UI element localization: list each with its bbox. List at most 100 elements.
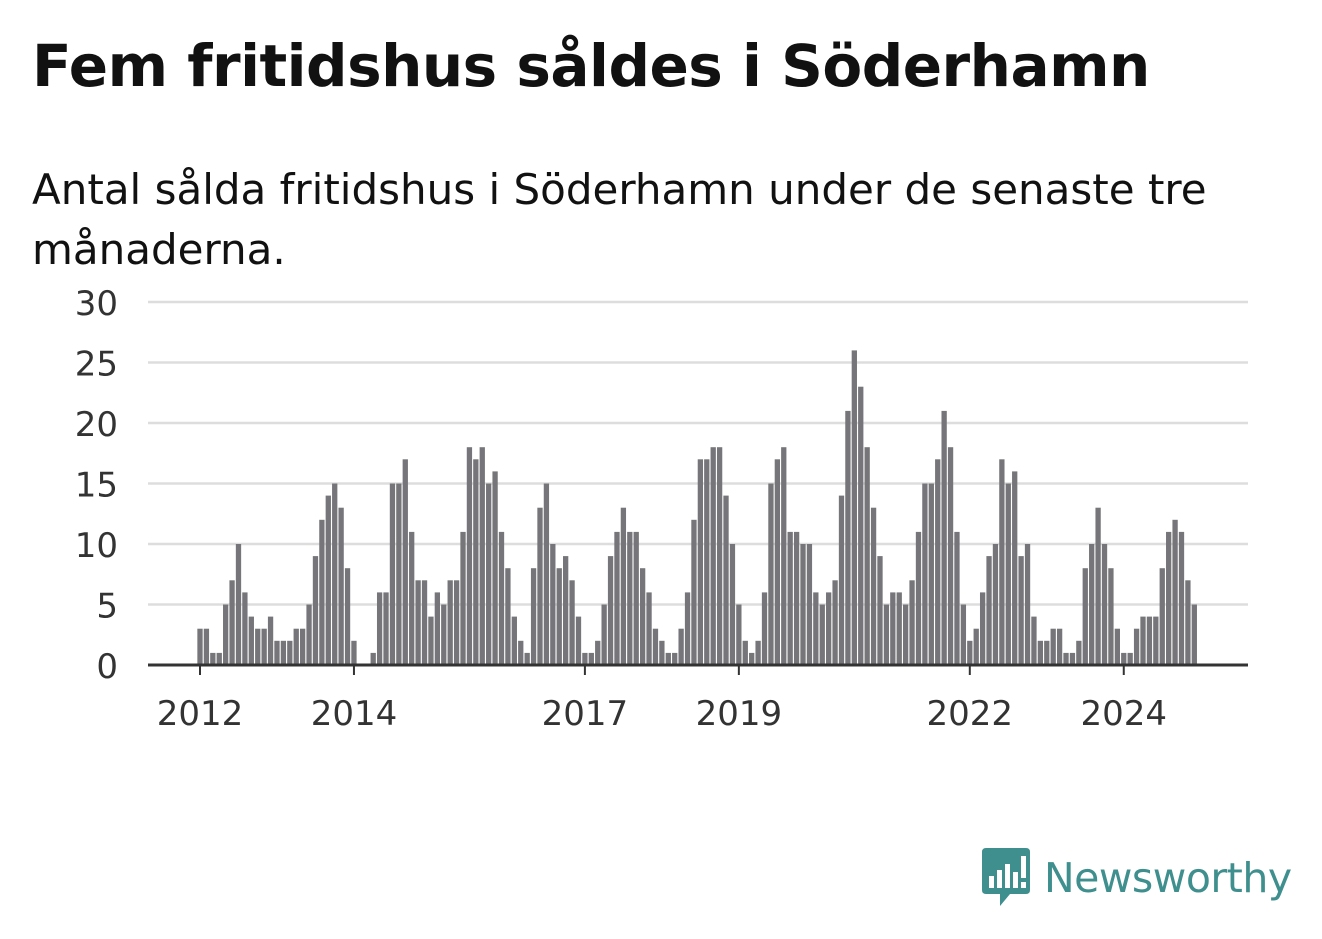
bar (530, 568, 537, 665)
bar (306, 604, 312, 665)
bar (223, 604, 229, 665)
bar (928, 483, 934, 665)
bar (723, 495, 729, 665)
bar (402, 459, 408, 665)
bar (1024, 544, 1031, 665)
bar (466, 447, 473, 665)
newsworthy-logo-icon (982, 848, 1030, 906)
bar (1108, 568, 1114, 665)
bar (351, 640, 357, 665)
bar (267, 616, 274, 665)
y-tick-label: 5 (96, 587, 118, 627)
bar (344, 568, 351, 665)
bar (473, 459, 479, 665)
bar (325, 495, 331, 665)
bar (486, 483, 492, 665)
bar (588, 652, 594, 665)
bar (338, 507, 344, 665)
bar (749, 652, 755, 665)
y-tick-label: 10 (75, 526, 118, 566)
x-tick-label: 2017 (542, 694, 629, 734)
bar (768, 483, 774, 665)
bar (684, 592, 691, 665)
bar (434, 592, 441, 665)
bar (441, 604, 447, 665)
y-tick-label: 20 (75, 405, 118, 445)
x-tick-label: 2014 (311, 694, 398, 734)
bar (986, 556, 992, 665)
bar (543, 483, 550, 665)
bar (883, 604, 890, 665)
x-tick-label: 2012 (157, 694, 244, 734)
bar (1050, 628, 1056, 665)
bar (710, 447, 716, 665)
bar (312, 556, 319, 665)
bar (832, 580, 838, 665)
y-tick-label: 0 (96, 647, 118, 687)
bar (691, 519, 697, 665)
bar (1133, 628, 1140, 665)
bar (960, 604, 967, 665)
bar (255, 628, 261, 665)
bar (498, 531, 505, 665)
bar (781, 447, 787, 665)
bar (415, 580, 421, 665)
bar (280, 640, 287, 665)
bar (428, 616, 434, 665)
x-tick-label: 2024 (1080, 694, 1167, 734)
bar (1191, 604, 1197, 665)
y-tick-label: 25 (75, 345, 118, 385)
bar (235, 544, 242, 665)
bar (216, 652, 222, 665)
bar (941, 410, 947, 665)
bar (633, 531, 639, 665)
bar (582, 652, 588, 665)
bar (954, 531, 960, 665)
bar (248, 616, 254, 665)
bar (947, 447, 954, 665)
bar (376, 592, 383, 665)
bar (479, 447, 485, 665)
bar (421, 580, 428, 665)
bar (813, 592, 819, 665)
bar (896, 592, 902, 665)
bar (575, 616, 582, 665)
bar (761, 592, 768, 665)
bar (838, 495, 845, 665)
bar (845, 410, 851, 665)
bar (1178, 531, 1185, 665)
bar (1127, 652, 1133, 665)
bar (627, 531, 633, 665)
x-tick-label: 2022 (927, 694, 1014, 734)
bar (460, 531, 466, 665)
bar (607, 556, 614, 665)
bar (1012, 471, 1018, 665)
bar (1089, 544, 1095, 665)
bar (870, 507, 877, 665)
bar (652, 628, 659, 665)
bar (595, 640, 601, 665)
bar (492, 471, 498, 665)
chart-subtitle: Antal sålda fritidshus i Söderhamn under… (32, 165, 1207, 274)
bar (1140, 616, 1146, 665)
bar (967, 640, 973, 665)
bar (922, 483, 928, 665)
bar (319, 519, 325, 665)
bar (1044, 640, 1050, 665)
bar (915, 531, 922, 665)
bar (697, 459, 704, 665)
bar (646, 592, 652, 665)
bar (396, 483, 402, 665)
bar (261, 628, 267, 665)
bar (1114, 628, 1120, 665)
bar (620, 507, 627, 665)
bar (1159, 568, 1165, 665)
bar (1005, 483, 1011, 665)
bar (704, 459, 710, 665)
bar (569, 580, 575, 665)
bar (639, 568, 646, 665)
bar (299, 628, 306, 665)
bar (742, 640, 748, 665)
bar (979, 592, 986, 665)
bar (1121, 652, 1127, 665)
